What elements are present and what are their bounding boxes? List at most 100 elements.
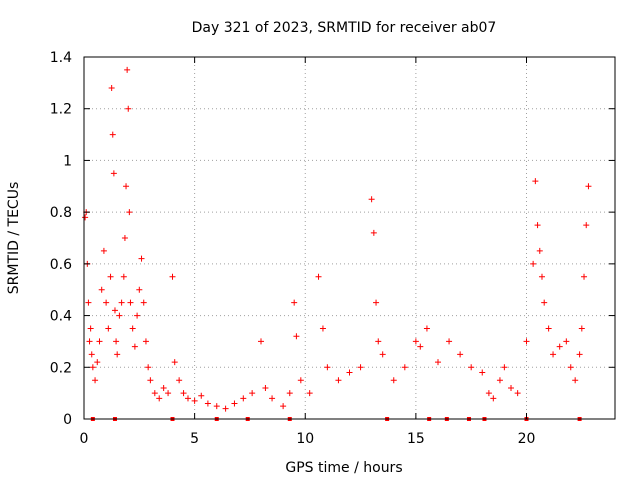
data-point [375, 338, 382, 345]
data-point [98, 286, 105, 293]
data-point [113, 338, 120, 345]
data-point [123, 183, 130, 190]
data-point [169, 273, 176, 280]
data-point [118, 299, 125, 306]
data-point [435, 359, 441, 366]
data-point [501, 364, 508, 371]
data-point [151, 390, 158, 397]
data-point [138, 255, 145, 262]
y-tick-label: 0.4 [50, 309, 72, 325]
data-point [111, 307, 118, 314]
y-tick-label: 1.2 [50, 102, 72, 118]
x-tick-label: 5 [190, 431, 199, 447]
data-point [126, 209, 133, 216]
data-point [479, 369, 486, 376]
y-tick-label: 0.2 [50, 360, 72, 376]
axes: 0 5 10 15 20 0 0.2 0.4 0.6 0.8 1 1.2 1.4 [50, 50, 615, 447]
data-point [293, 333, 300, 340]
data-point [191, 397, 198, 404]
data-point [171, 359, 178, 366]
data-point [572, 377, 579, 384]
y-tick-label: 0.8 [50, 205, 72, 221]
data-point [585, 183, 592, 190]
data-point [523, 338, 530, 345]
data-point [160, 384, 167, 391]
data-point [532, 178, 539, 185]
data-point [107, 273, 114, 280]
data-point [541, 299, 548, 306]
data-point [335, 377, 342, 384]
data-point [204, 400, 211, 407]
data-point [96, 338, 103, 345]
data-point [319, 325, 326, 332]
data-point [578, 325, 585, 332]
x-tick-label: 0 [80, 431, 89, 447]
data-point [280, 403, 287, 410]
data-series [82, 66, 592, 421]
data-point [125, 105, 132, 112]
data-point [357, 364, 364, 371]
data-point [315, 273, 322, 280]
data-point [496, 377, 503, 384]
data-point [581, 273, 588, 280]
data-point [534, 222, 541, 229]
data-point [94, 359, 101, 366]
data-point [110, 170, 117, 177]
data-point [213, 403, 220, 410]
data-point [563, 338, 570, 345]
data-point [269, 395, 276, 402]
data-point [184, 395, 191, 402]
data-point [109, 131, 116, 138]
data-point [198, 392, 205, 399]
data-point [286, 390, 293, 397]
data-point [121, 235, 128, 241]
x-tick-label: 15 [407, 431, 425, 447]
x-axis-label: GPS time / hours [285, 460, 402, 476]
data-point [103, 299, 110, 306]
data-point [129, 325, 136, 332]
y-tick-label: 1 [63, 153, 72, 169]
data-point [417, 343, 424, 350]
data-point [508, 384, 515, 391]
data-point [262, 384, 269, 391]
data-point [556, 343, 563, 350]
data-point [89, 364, 96, 371]
data-point [457, 351, 464, 358]
data-point [87, 325, 94, 332]
data-point [545, 325, 552, 332]
data-point [82, 214, 89, 221]
x-tick-label: 20 [518, 431, 536, 447]
data-point [468, 364, 475, 371]
data-point [108, 85, 115, 92]
data-point [147, 377, 154, 384]
data-point [368, 196, 375, 203]
data-point [100, 247, 107, 254]
data-point [134, 312, 141, 319]
data-point [536, 247, 543, 254]
chart-title: Day 321 of 2023, SRMTID for receiver ab0… [192, 20, 497, 36]
data-point [142, 338, 149, 345]
data-point [567, 364, 574, 371]
x-tick-label: 10 [296, 431, 314, 447]
data-point [373, 299, 380, 306]
data-point [514, 390, 521, 397]
data-point [88, 351, 95, 358]
data-point [346, 369, 353, 376]
data-point [127, 299, 134, 306]
data-point [297, 377, 304, 384]
data-point [379, 351, 386, 358]
data-point [114, 351, 121, 358]
data-point [180, 390, 187, 397]
data-point [222, 405, 229, 412]
grid-lines [84, 57, 615, 419]
data-point [412, 338, 419, 345]
data-point [120, 273, 127, 280]
data-point [124, 66, 131, 73]
data-point [291, 299, 298, 306]
data-point [490, 395, 497, 402]
data-point [423, 325, 430, 332]
data-point [583, 222, 590, 229]
data-point [145, 364, 152, 371]
data-point [85, 299, 92, 306]
